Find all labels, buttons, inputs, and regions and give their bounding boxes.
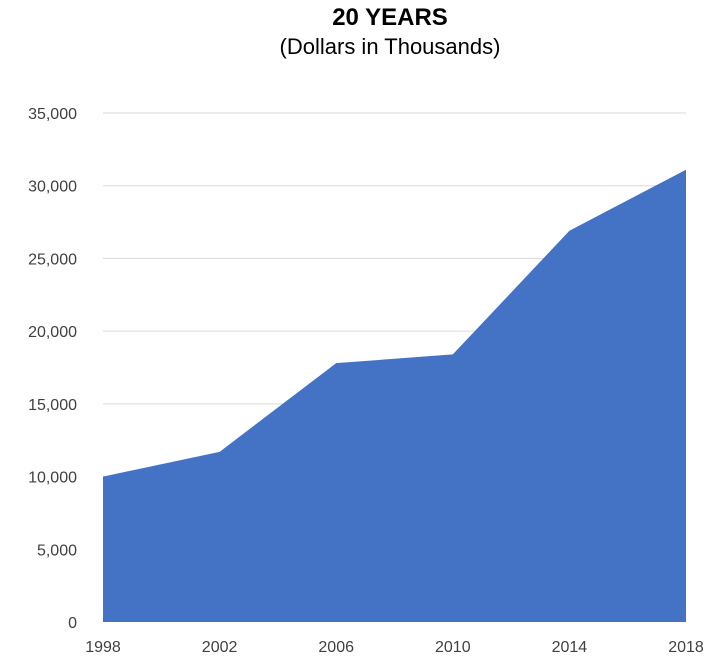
- y-tick-label: 35,000: [28, 106, 77, 123]
- y-tick-label: 5,000: [37, 542, 77, 559]
- x-tick-label: 2010: [435, 639, 471, 656]
- area-series: [103, 169, 686, 622]
- y-tick-label: 10,000: [28, 470, 77, 487]
- y-tick-label: 25,000: [28, 251, 77, 268]
- x-tick-label: 2002: [202, 639, 238, 656]
- x-tick-label: 2006: [318, 639, 354, 656]
- x-tick-label: 2014: [552, 639, 588, 656]
- series-layer: [103, 169, 686, 622]
- y-tick-label: 15,000: [28, 397, 77, 414]
- x-tick-label: 1998: [85, 639, 121, 656]
- chart-subtitle: (Dollars in Thousands): [279, 34, 501, 59]
- x-tick-label: 2018: [668, 639, 704, 656]
- chart-title: 20 YEARS: [332, 4, 448, 31]
- y-tick-label: 0: [68, 615, 77, 632]
- axis-labels: 0 5,000 10,000 15,000 20,000 25,000 30,000 35,0…: [28, 106, 704, 656]
- y-tick-label: 30,000: [28, 179, 77, 196]
- y-tick-label: 20,000: [28, 324, 77, 341]
